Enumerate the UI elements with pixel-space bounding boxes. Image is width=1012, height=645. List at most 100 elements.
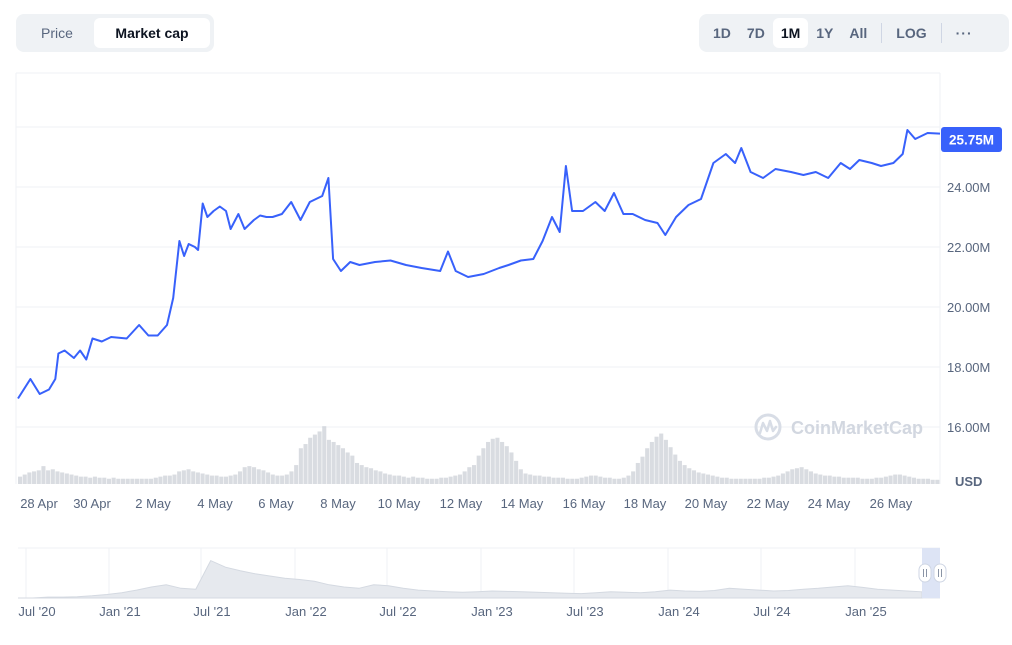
navigator-tick-label: Jan '21	[99, 604, 141, 619]
volume-bar	[219, 476, 224, 484]
volume-bar	[471, 465, 477, 484]
range-1m-button[interactable]: 1M	[772, 18, 809, 48]
volume-bar	[822, 475, 828, 484]
volume-bar	[247, 466, 252, 484]
volume-bar	[748, 478, 753, 484]
volume-bar	[631, 471, 636, 484]
x-tick-label: 22 May	[747, 496, 790, 511]
volume-bar	[158, 476, 163, 484]
volume-bar	[621, 477, 626, 484]
volume-bar	[237, 471, 243, 484]
volume-bar	[378, 471, 383, 484]
volume-bar	[354, 462, 360, 484]
volume-bar	[907, 476, 912, 484]
volume-bar	[902, 475, 907, 484]
volume-bar	[893, 474, 898, 484]
volume-bar	[598, 476, 603, 484]
volume-bar	[144, 478, 149, 484]
coinmarketcap-logo-icon	[754, 413, 782, 441]
volume-bar	[125, 478, 130, 484]
volume-bar	[710, 475, 715, 484]
volume-bar	[345, 452, 350, 484]
y-tick-label: 16.00M	[947, 420, 990, 435]
volume-bar	[738, 478, 743, 484]
drag-handle-icon[interactable]	[918, 563, 932, 583]
volume-bar	[331, 441, 336, 484]
volume-bar	[537, 475, 542, 484]
range-1d-button[interactable]: 1D	[713, 25, 731, 41]
volume-bar	[448, 476, 453, 484]
navigator-left-handle[interactable]	[918, 563, 932, 583]
navigator-tick-label: Jul '20	[18, 604, 55, 619]
volume-bar	[74, 475, 79, 484]
volume-bar	[841, 477, 846, 484]
more-options-button[interactable]: ···	[948, 18, 981, 48]
volume-bar	[322, 426, 327, 484]
volume-bar	[771, 476, 776, 484]
coinmarketcap-logo-mark	[758, 419, 778, 435]
y-tick-label: 24.00M	[947, 180, 990, 195]
volume-bar	[481, 448, 486, 484]
volume-bar	[691, 470, 697, 484]
range-1y-button[interactable]: 1Y	[816, 25, 834, 41]
price-tab[interactable]: Price	[41, 25, 73, 41]
volume-bar	[930, 479, 935, 484]
drag-handle-icon[interactable]	[933, 563, 947, 583]
volume-bar	[41, 466, 46, 484]
volume-bar	[340, 448, 346, 484]
volume-bar	[677, 460, 682, 484]
range-7d-button[interactable]: 7D	[746, 25, 765, 41]
volume-bar	[556, 477, 561, 484]
x-tick-label: 18 May	[624, 496, 667, 511]
range-navigator[interactable]: Jul '20 Jan '21 Jul '21 Jan '22 Jul '22 Jan '…	[18, 547, 947, 619]
volume-bar	[22, 474, 27, 484]
x-tick-label: 8 May	[320, 496, 356, 511]
navigator-tick-label: Jan '22	[285, 604, 327, 619]
volume-bar	[776, 475, 781, 484]
volume-bar	[69, 474, 74, 484]
volume-bar	[879, 477, 884, 484]
volume-bar	[467, 467, 472, 484]
volume-bar	[336, 445, 341, 484]
volume-bar	[790, 469, 795, 484]
volume-bar	[626, 475, 631, 484]
volume-bar	[925, 478, 931, 484]
volume-bar	[846, 477, 851, 484]
volume-bar	[865, 478, 870, 484]
volume-bar	[504, 446, 509, 484]
volume-bar	[434, 478, 439, 484]
volume-bar	[542, 476, 547, 484]
volume-bar	[317, 431, 322, 484]
volume-bar	[883, 476, 888, 484]
range-all-button[interactable]: All	[849, 25, 868, 41]
volume-bar	[570, 478, 575, 484]
volume-bar	[200, 473, 205, 484]
volume-bar	[120, 478, 126, 484]
volume-bar	[303, 444, 308, 484]
navigator-right-handle[interactable]	[933, 563, 947, 583]
market-cap-line	[17, 129, 941, 400]
x-tick-label: 10 May	[378, 496, 421, 511]
log-scale-button[interactable]: LOG	[896, 25, 927, 41]
volume-bar	[373, 470, 378, 484]
x-tick-label: 4 May	[197, 496, 233, 511]
x-tick-label: 12 May	[440, 496, 483, 511]
x-tick-label: 20 May	[685, 496, 728, 511]
volume-bar	[252, 467, 257, 484]
volume-bar	[186, 469, 191, 484]
volume-bar	[649, 441, 654, 484]
volume-bar	[888, 475, 893, 484]
volume-bar	[827, 475, 832, 484]
volume-bar	[55, 471, 60, 484]
volume-bar	[312, 434, 317, 484]
volume-bar	[593, 475, 598, 484]
volume-bar	[167, 475, 172, 484]
market-cap-tab[interactable]: Market cap	[94, 18, 210, 48]
volume-bar	[837, 476, 842, 484]
volume-bar	[663, 439, 668, 484]
volume-bar	[270, 474, 275, 484]
volume-bar	[705, 474, 711, 484]
volume-bar	[565, 478, 570, 484]
volume-bar	[804, 469, 809, 484]
volume-bar	[415, 477, 420, 484]
